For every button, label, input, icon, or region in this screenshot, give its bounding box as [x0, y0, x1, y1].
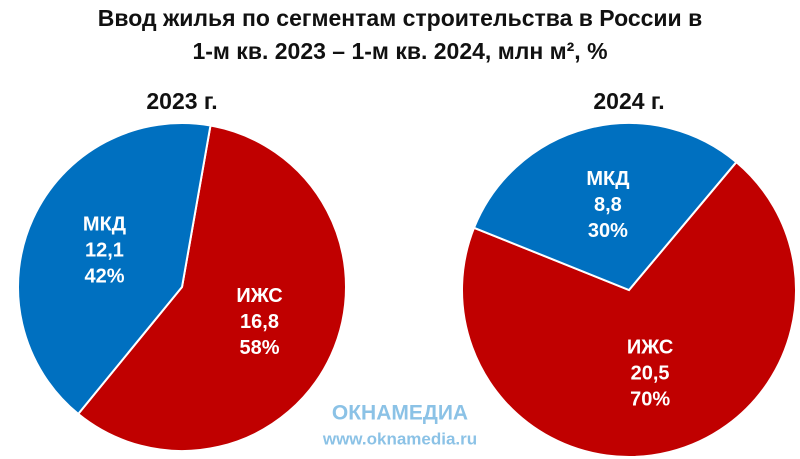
pie-title: 2024 г. [593, 88, 664, 114]
pies: 2023 г. ИЖС 16,8 58% МКД 12,1 42% 2024 г. ИЖС 20,… [17, 88, 797, 458]
slice-category: МКД [83, 214, 126, 236]
watermark-url: www.oknamedia.ru [322, 429, 477, 448]
slice-percent-label: 58% [240, 337, 280, 359]
slice-percent-label: 70% [630, 389, 670, 411]
title-line: Ввод жилья по сегментам строительства в … [98, 5, 702, 31]
slice-value-label: 16,8 [240, 311, 279, 333]
slice-value-label: 12,1 [85, 240, 124, 262]
pie-title: 2023 г. [146, 88, 217, 114]
pie-slice [17, 122, 212, 416]
slice-percent-label: 42% [84, 266, 124, 288]
slice-value-label: 20,5 [631, 363, 670, 385]
slice-value-label: 8,8 [594, 194, 622, 216]
watermark-brand: ОКНАМЕДИА [332, 402, 468, 425]
slice-category: ИЖС [236, 285, 282, 307]
slice-category: МКД [586, 168, 629, 190]
slice-category: ИЖС [627, 337, 673, 359]
title-line: 1-м кв. 2023 – 1-м кв. 2024, млн м², % [192, 38, 607, 64]
pie-slice [461, 160, 797, 458]
pie-slice [76, 124, 347, 452]
pie-slice [472, 122, 738, 292]
slice-percent-label: 30% [588, 220, 628, 242]
